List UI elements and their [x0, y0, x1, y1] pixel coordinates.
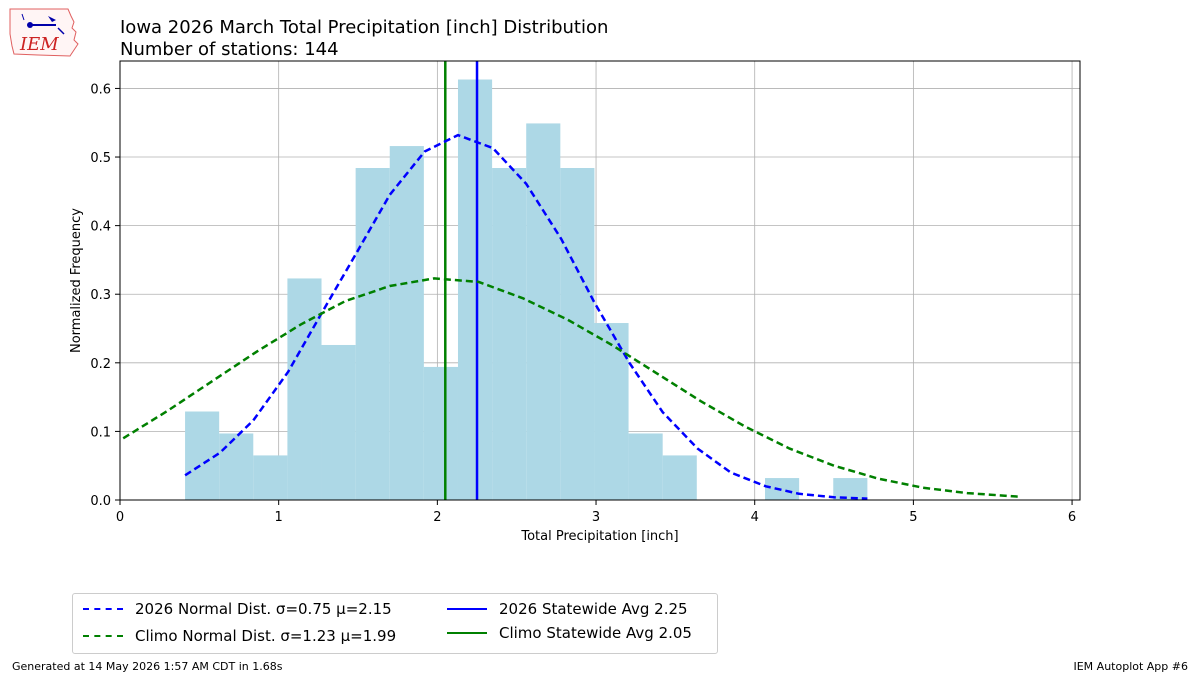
- histogram-bar: [594, 323, 629, 500]
- normal-distribution-curve: [184, 133, 868, 500]
- legend: 2026 Normal Dist. σ=0.75 μ=2.15 Climo No…: [72, 593, 718, 654]
- y-tick-label: 0.5: [90, 151, 111, 166]
- axes-frame: [119, 60, 1081, 501]
- histogram-bar: [321, 344, 356, 500]
- footer-generated: Generated at 14 May 2026 1:57 AM CDT in …: [12, 660, 283, 673]
- legend-label: Climo Normal Dist. σ=1.23 μ=1.99: [135, 627, 397, 645]
- chart-title: Iowa 2026 March Total Precipitation [inc…: [120, 17, 609, 38]
- histogram-bar: [457, 79, 493, 500]
- histogram-bar: [423, 366, 458, 500]
- histogram-bar: [219, 433, 254, 500]
- x-tick-label: 0: [116, 510, 124, 525]
- x-axis-label: Total Precipitation [inch]: [520, 529, 678, 544]
- y-axis-label: Normalized Frequency: [69, 208, 84, 353]
- histogram-bar: [389, 146, 424, 500]
- legend-item-2026-normal: 2026 Normal Dist. σ=0.75 μ=2.15: [83, 600, 392, 618]
- x-tick-label: 1: [275, 510, 283, 525]
- legend-label: 2026 Statewide Avg 2.25: [499, 600, 688, 618]
- legend-label: Climo Statewide Avg 2.05: [499, 624, 692, 642]
- y-tick-label: 0.3: [90, 288, 111, 303]
- histogram-bars: [185, 79, 868, 500]
- x-tick-label: 5: [909, 510, 917, 525]
- histogram-bar: [765, 478, 800, 500]
- histogram-bar: [628, 433, 663, 500]
- y-tick-label: 0.2: [90, 357, 111, 372]
- y-tick-label: 0.4: [90, 220, 111, 235]
- histogram-bar: [492, 168, 527, 500]
- x-tick-label: 6: [1068, 510, 1076, 525]
- histogram-bar: [355, 168, 390, 500]
- legend-swatch-green-solid: [447, 632, 487, 634]
- legend-label: 2026 Normal Dist. σ=0.75 μ=2.15: [135, 600, 392, 618]
- y-tick-label: 0.1: [90, 425, 111, 440]
- chart-subtitle: Number of stations: 144: [120, 39, 339, 60]
- histogram-bar: [287, 278, 322, 500]
- x-tick-label: 2: [433, 510, 441, 525]
- y-tick-label: 0.0: [90, 494, 111, 509]
- legend-item-climo-normal: Climo Normal Dist. σ=1.23 μ=1.99: [83, 627, 396, 645]
- normal-distribution-curve: [122, 277, 1019, 498]
- y-tick-label: 0.6: [90, 82, 111, 97]
- legend-swatch-green-dashed: [83, 635, 123, 637]
- distribution-curves: [122, 133, 1019, 500]
- histogram-bar: [253, 455, 288, 500]
- legend-swatch-blue-dashed: [83, 608, 123, 610]
- histogram-bar: [560, 168, 595, 500]
- x-tick-label: 3: [592, 510, 600, 525]
- x-tick-label: 4: [751, 510, 759, 525]
- histogram-bar: [662, 455, 697, 500]
- footer-app: IEM Autoplot App #6: [1073, 660, 1188, 673]
- legend-item-climo-avg: Climo Statewide Avg 2.05: [447, 624, 692, 642]
- iem-logo: IEM: [8, 6, 80, 60]
- histogram-bar: [526, 123, 561, 500]
- legend-item-2026-avg: 2026 Statewide Avg 2.25: [447, 600, 688, 618]
- logo-text: IEM: [19, 34, 59, 55]
- legend-swatch-blue-solid: [447, 608, 487, 610]
- histogram-bar: [833, 478, 868, 500]
- axis-ticks: 0 1 2 3 4 5 6 0.0 0.1 0.2 0.3 0.4 0.5 0.6: [90, 82, 1076, 525]
